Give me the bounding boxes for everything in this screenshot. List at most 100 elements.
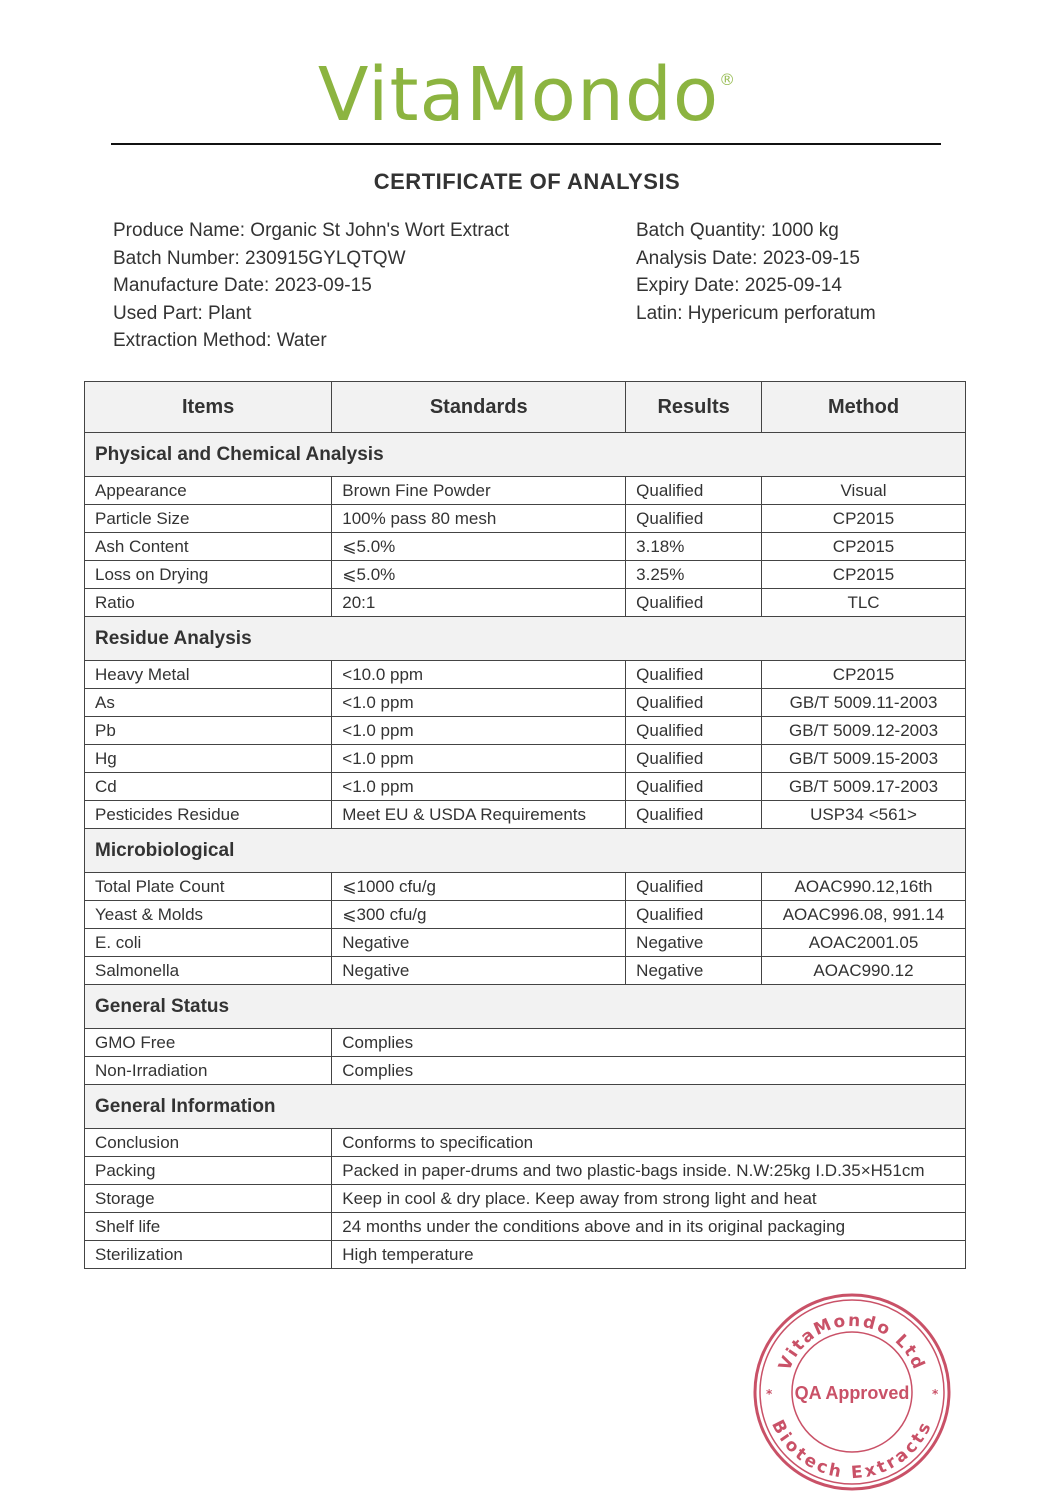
table-cell: <1.0 ppm <box>331 716 627 745</box>
qa-approved-stamp: VitaMondo Ltd Biotech Extracts QA Approv… <box>753 1293 951 1491</box>
table-cell: GB/T 5009.12-2003 <box>761 716 966 745</box>
section-row: General Status <box>84 984 966 1029</box>
document-title: CERTIFICATE OF ANALYSIS <box>373 169 681 194</box>
table-row: Pb <1.0 ppm Qualified GB/T 5009.12-2003 <box>83 716 966 745</box>
info-line: Analysis Date: 2023-09-15 <box>636 247 860 269</box>
table-cell: AOAC990.12,16th <box>761 872 966 901</box>
table-row: Packing Packed in paper-drums and two pla… <box>83 1156 966 1185</box>
table-row: Ratio 20:1 Qualified TLC <box>83 588 966 617</box>
table-cell: ⩽1000 cfu/g <box>331 872 627 901</box>
product-info-left: Produce Name: Organic St John's Wort Ext… <box>113 217 509 355</box>
section-row: Residue Analysis <box>84 616 966 661</box>
info-line: Expiry Date: 2025-09-14 <box>636 275 842 296</box>
table-cell: Qualified <box>625 872 763 901</box>
table-cell: Qualified <box>625 476 763 505</box>
section-title: General Information <box>84 1084 966 1129</box>
table-cell: Qualified <box>625 660 763 689</box>
section-row: Physical and Chemical Analysis <box>84 432 966 477</box>
table-cell: Storage <box>83 1184 333 1213</box>
table-cell: Ratio <box>83 588 333 617</box>
table-cell: Hg <box>83 744 333 773</box>
table-cell: CP2015 <box>761 532 966 561</box>
table-cell: 3.25% <box>625 560 763 589</box>
section-row: Microbiological <box>84 828 966 873</box>
table-row: Appearance Brown Fine Powder Qualified Visu… <box>83 476 966 505</box>
info-line: Latin: Hypericum perforatum <box>636 302 876 324</box>
table-cell: High temperature <box>331 1240 966 1269</box>
column-header: Results <box>625 381 763 433</box>
table-cell: Negative <box>625 928 763 957</box>
table-cell: Qualified <box>625 688 763 717</box>
table-cell: GB/T 5009.15-2003 <box>761 744 966 773</box>
table-cell: Qualified <box>625 504 763 533</box>
section-row: General Information <box>84 1084 966 1129</box>
table-header: Items Standards Results Method <box>83 381 966 433</box>
table-cell: Shelf life <box>83 1212 333 1241</box>
table-cell: Yeast & Molds <box>83 900 333 929</box>
table-row: Non-Irradiation Complies <box>83 1056 966 1085</box>
table-row: Loss on Drying ⩽5.0% 3.25% CP2015 <box>83 560 966 589</box>
table-row: Conclusion Conforms to specification <box>83 1128 966 1157</box>
analysis-table: Items Standards Results Method Physical and… <box>83 381 966 1269</box>
table-row: Yeast & Molds ⩽300 cfu/g Qualified AOAC996.… <box>83 900 966 929</box>
table-cell: Complies <box>331 1028 966 1057</box>
table-row: Pesticides Residue Meet EU & USDA Require… <box>83 800 966 829</box>
table-cell: Visual <box>761 476 966 505</box>
stamp-star-icon: * <box>766 1387 773 1401</box>
table-cell: 3.18% <box>625 532 763 561</box>
section-title: Residue Analysis <box>84 616 966 661</box>
info-line: Used Part: Plant <box>113 302 252 324</box>
table-cell: Packing <box>83 1156 333 1185</box>
table-cell: ⩽5.0% <box>331 532 627 561</box>
column-header: Method <box>761 381 966 433</box>
table-cell: GB/T 5009.11-2003 <box>761 688 966 717</box>
header-divider <box>111 143 941 145</box>
table-cell: GMO Free <box>83 1028 333 1057</box>
brand-name: VitaMondo <box>317 52 720 138</box>
brand-logo: VitaMondo® <box>0 52 1054 138</box>
info-line: Produce Name: Organic St John's Wort Ext… <box>113 220 510 241</box>
table-cell: Qualified <box>625 588 763 617</box>
table-cell: CP2015 <box>761 560 966 589</box>
table-cell: 24 months under the conditions above and… <box>331 1212 966 1241</box>
table-cell: Brown Fine Powder <box>331 476 627 505</box>
table-cell: Heavy Metal <box>83 660 333 689</box>
table-row: Storage Keep in cool & dry place. Keep aw… <box>83 1184 966 1213</box>
table-cell: CP2015 <box>761 660 966 689</box>
table-cell: Conforms to specification <box>331 1128 966 1157</box>
table-cell: Qualified <box>625 744 763 773</box>
table-cell: <1.0 ppm <box>331 744 627 773</box>
table-cell: AOAC2001.05 <box>761 928 966 957</box>
table-row: E. coli Negative Negative AOAC2001.05 <box>83 928 966 957</box>
table-cell: Sterilization <box>83 1240 333 1269</box>
table-cell: <10.0 ppm <box>331 660 627 689</box>
section-title: General Status <box>84 984 966 1029</box>
table-cell: Keep in cool & dry place. Keep away from… <box>331 1184 966 1213</box>
table-cell: ⩽5.0% <box>331 560 627 589</box>
table-row: Particle Size 100% pass 80 mesh Qualified C… <box>83 504 966 533</box>
table-cell: Qualified <box>625 800 763 829</box>
stamp-center-text: QA Approved <box>795 1383 910 1403</box>
section-title: Physical and Chemical Analysis <box>84 432 966 477</box>
table-cell: Total Plate Count <box>83 872 333 901</box>
table-cell: AOAC990.12 <box>761 956 966 985</box>
table-cell: Loss on Drying <box>83 560 333 589</box>
table-cell: 20:1 <box>331 588 627 617</box>
section-title: Microbiological <box>84 828 966 873</box>
stamp-bottom-text: Biotech Extracts <box>767 1417 937 1483</box>
stamp-top-text: VitaMondo Ltd <box>775 1311 929 1374</box>
table-cell: Negative <box>625 956 763 985</box>
table-row: GMO Free Complies <box>83 1028 966 1057</box>
table-cell: GB/T 5009.17-2003 <box>761 772 966 801</box>
table-cell: Particle Size <box>83 504 333 533</box>
table-cell: 100% pass 80 mesh <box>331 504 627 533</box>
table-row: Cd <1.0 ppm Qualified GB/T 5009.17-2003 <box>83 772 966 801</box>
table-cell: Packed in paper-drums and two plastic-ba… <box>331 1156 966 1185</box>
stamp-star-icon: * <box>932 1387 939 1401</box>
table-cell: <1.0 ppm <box>331 772 627 801</box>
info-line: Extraction Method: Water <box>113 330 327 351</box>
table-cell: Conclusion <box>83 1128 333 1157</box>
table-row: As <1.0 ppm Qualified GB/T 5009.11-2003 <box>83 688 966 717</box>
table-row: Hg <1.0 ppm Qualified GB/T 5009.15-2003 <box>83 744 966 773</box>
